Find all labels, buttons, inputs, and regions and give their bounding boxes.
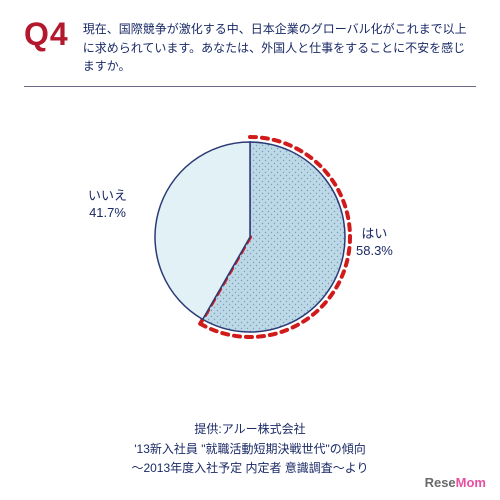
question-text: 現在、国際競争が激化する中、日本企業のグローバル化がこれまで以上に求められていま… — [83, 18, 470, 76]
footer-line-2: '13新入社員 "就職活動短期決戦世代"の傾向 — [0, 440, 500, 459]
question-number: Q4 — [24, 18, 69, 50]
pie-label-name: はい — [356, 225, 393, 243]
page: Q4 現在、国際競争が激化する中、日本企業のグローバル化がこれまで以上に求められ… — [0, 0, 500, 500]
pie-label-percent: 41.7% — [88, 204, 127, 222]
footer-line-1: 提供:アルー株式会社 — [0, 420, 500, 439]
footer: 提供:アルー株式会社 '13新入社員 "就職活動短期決戦世代"の傾向 ～2013… — [0, 420, 500, 478]
logo: ReseMom — [425, 475, 486, 490]
logo-rese: Rese — [425, 475, 456, 490]
pie-label-yes: はい58.3% — [356, 225, 393, 260]
header: Q4 現在、国際競争が激化する中、日本企業のグローバル化がこれまで以上に求められ… — [0, 0, 500, 82]
pie-label-name: いいえ — [88, 187, 127, 205]
pie-chart: はい58.3% いいえ41.7% — [0, 87, 500, 387]
pie-svg — [0, 87, 500, 387]
pie-label-no: いいえ41.7% — [88, 187, 127, 222]
logo-mom: Mom — [456, 475, 486, 490]
pie-label-percent: 58.3% — [356, 242, 393, 260]
